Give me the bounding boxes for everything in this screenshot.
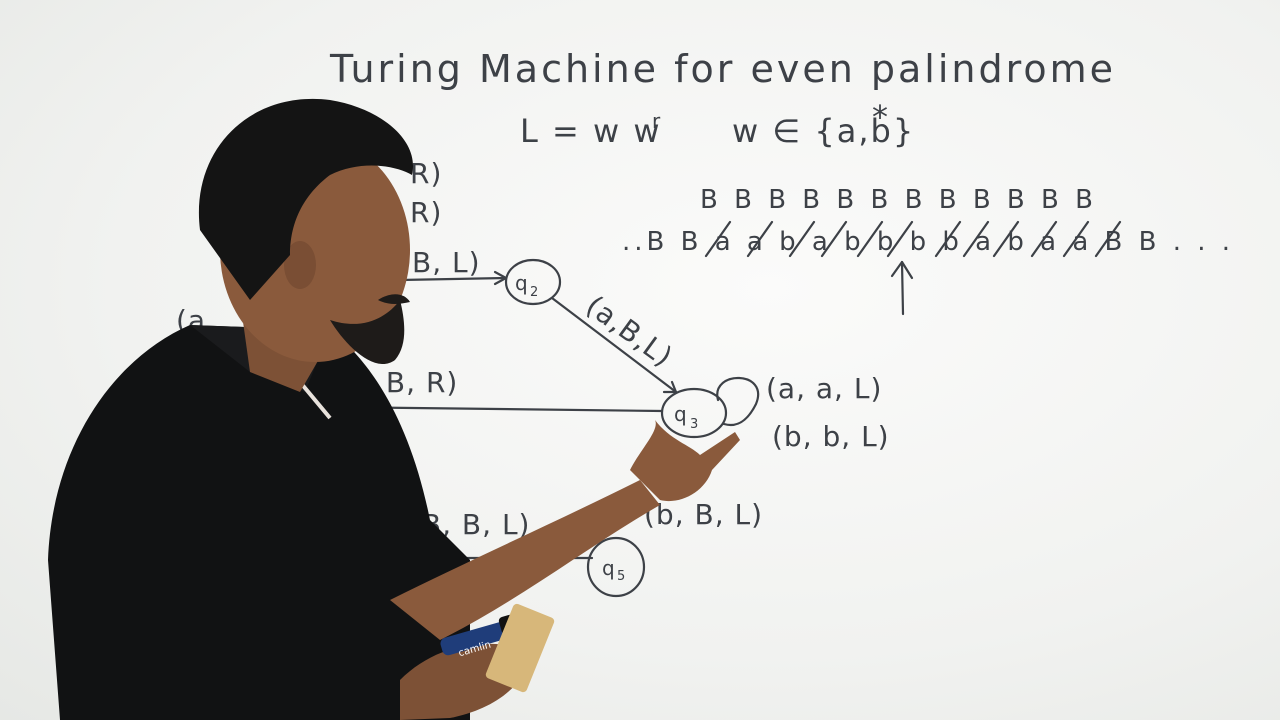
language-sup: r — [652, 109, 661, 133]
label-q3-loop-b: (b, b, L) — [772, 420, 890, 453]
label-q3-loop-a: (a, a, L) — [766, 372, 882, 405]
tape-strikeouts — [704, 220, 1122, 258]
label-top-right2: R) — [410, 196, 442, 229]
tape-head-arrow — [890, 260, 914, 316]
label-into-q2: B, L) — [412, 246, 481, 279]
state-q3: q 3 — [660, 387, 728, 439]
svg-text:q: q — [515, 271, 528, 295]
state-q5: q 5 — [586, 536, 646, 598]
edge-into-q2 — [398, 270, 508, 286]
label-top-right: R) — [410, 157, 442, 190]
tape-overwrite-row: B B B B B B B B B B B B — [700, 185, 1097, 215]
svg-text:q: q — [674, 402, 687, 426]
presenter — [48, 98, 740, 720]
title-text: Turing Machine for even palindrome — [329, 47, 1116, 91]
language-rhs: w ∈ {a,b} — [732, 112, 915, 150]
presenter-arm — [390, 480, 660, 640]
state-q2: q 2 — [504, 258, 562, 306]
edge-q2-q3 — [550, 296, 678, 394]
tape-symbols-row: ..B B a a b a b b b b a b a a B B . . . — [622, 227, 1234, 257]
language-lhs: L = w w — [520, 112, 662, 150]
svg-text:2: 2 — [530, 285, 538, 300]
label-bottom-right: (b, B, L) — [644, 498, 763, 531]
presenter-shirt — [48, 325, 470, 720]
svg-text:5: 5 — [617, 569, 625, 584]
language-star: * — [872, 98, 890, 136]
svg-text:3: 3 — [690, 417, 698, 432]
edge-q3-loop — [716, 376, 760, 427]
svg-text:q: q — [602, 556, 615, 580]
presenter-hair — [198, 98, 414, 300]
eraser — [485, 603, 555, 693]
